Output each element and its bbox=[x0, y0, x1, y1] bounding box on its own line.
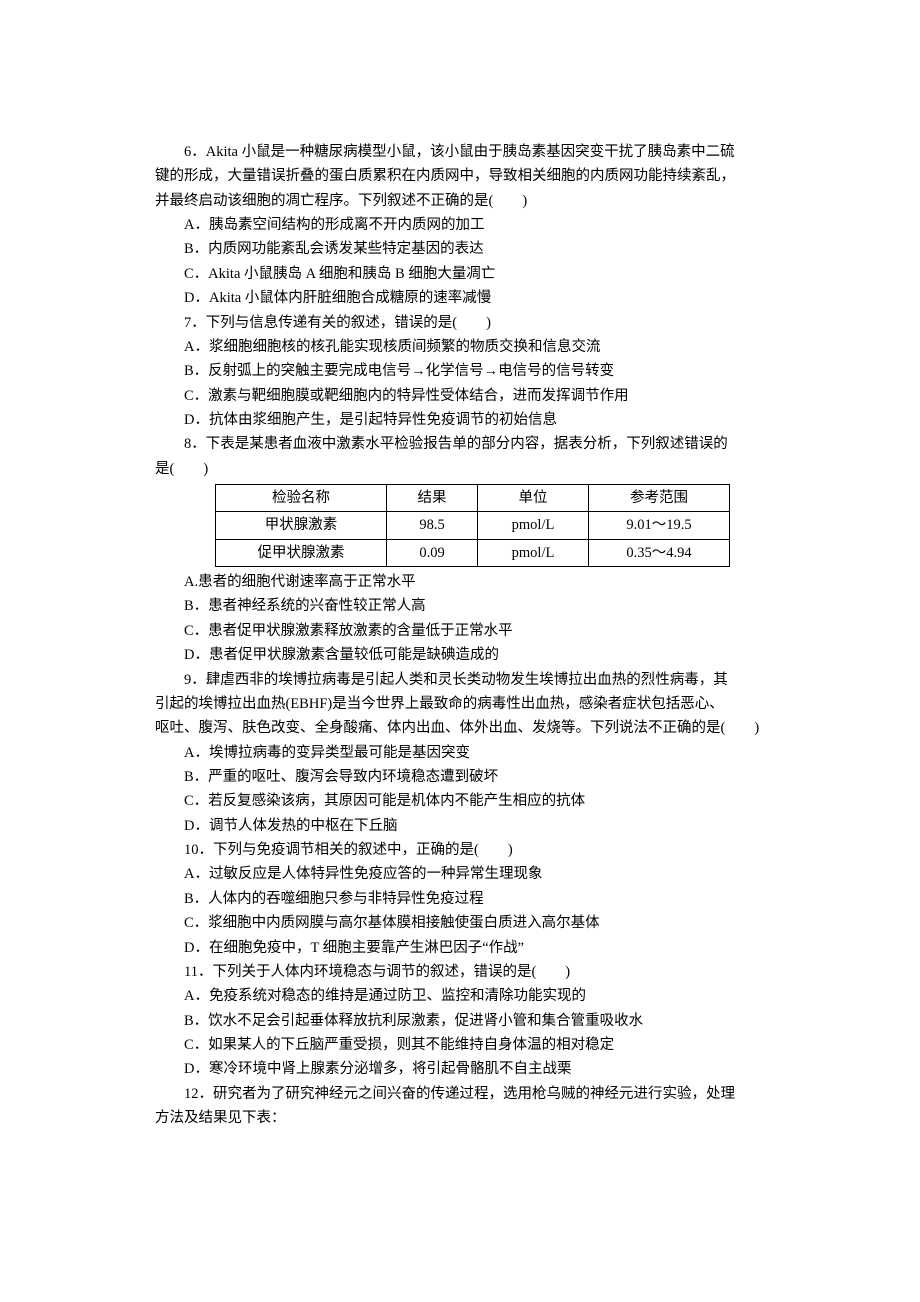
q8-stem-line1: 8．下表是某患者血液中激素水平检验报告单的部分内容，据表分析，下列叙述错误的 bbox=[155, 432, 790, 456]
q8-table-wrap: 检验名称 结果 单位 参考范围 甲状腺激素 98.5 pmol/L 9.01～1… bbox=[155, 484, 790, 567]
q6-stem-line3: 并最终启动该细胞的凋亡程序。下列叙述不正确的是( ) bbox=[155, 189, 790, 213]
q7-stem: 7．下列与信息传递有关的叙述，错误的是( ) bbox=[155, 311, 790, 335]
q8-r1c0: 促甲状腺激素 bbox=[216, 539, 387, 566]
q9-option-b: B．严重的呕吐、腹泻会导致内环境稳态遭到破坏 bbox=[155, 765, 790, 789]
q10-stem: 10．下列与免疫调节相关的叙述中，正确的是( ) bbox=[155, 838, 790, 862]
q6-stem-line1: 6．Akita 小鼠是一种糖尿病模型小鼠，该小鼠由于胰岛素基因突变干扰了胰岛素中… bbox=[155, 140, 790, 164]
q10-option-d: D．在细胞免疫中，T 细胞主要靠产生淋巴因子“作战” bbox=[155, 936, 790, 960]
q7-option-b: B．反射弧上的突触主要完成电信号→化学信号→电信号的信号转变 bbox=[155, 359, 790, 383]
q11-option-c: C．如果某人的下丘脑严重受损，则其不能维持自身体温的相对稳定 bbox=[155, 1033, 790, 1057]
q11-option-d: D．寒冷环境中肾上腺素分泌增多，将引起骨骼肌不自主战栗 bbox=[155, 1057, 790, 1081]
page: 6．Akita 小鼠是一种糖尿病模型小鼠，该小鼠由于胰岛素基因突变干扰了胰岛素中… bbox=[0, 0, 920, 1190]
q7-option-c: C．激素与靶细胞膜或靶细胞内的特异性受体结合，进而发挥调节作用 bbox=[155, 384, 790, 408]
q6-option-b: B．内质网功能紊乱会诱发某些特定基因的表达 bbox=[155, 237, 790, 261]
q11-option-a: A．免疫系统对稳态的维持是通过防卫、监控和清除功能实现的 bbox=[155, 984, 790, 1008]
table-row: 甲状腺激素 98.5 pmol/L 9.01～19.5 bbox=[216, 512, 730, 539]
q8-r0c0: 甲状腺激素 bbox=[216, 512, 387, 539]
q10-option-c: C．浆细胞中内质网膜与高尔基体膜相接触使蛋白质进入高尔基体 bbox=[155, 911, 790, 935]
q8-r1c3: 0.35～4.94 bbox=[589, 539, 730, 566]
q8-r0c3: 9.01～19.5 bbox=[589, 512, 730, 539]
q11-stem: 11．下列关于人体内环境稳态与调节的叙述，错误的是( ) bbox=[155, 960, 790, 984]
q8-option-b: B．患者神经系统的兴奋性较正常人高 bbox=[155, 594, 790, 618]
q10-option-b: B．人体内的吞噬细胞只参与非特异性免疫过程 bbox=[155, 887, 790, 911]
q9-option-d: D．调节人体发热的中枢在下丘脑 bbox=[155, 814, 790, 838]
q9-option-c: C．若反复感染该病，其原因可能是机体内不能产生相应的抗体 bbox=[155, 789, 790, 813]
q8-r0c1: 98.5 bbox=[387, 512, 478, 539]
table-row: 促甲状腺激素 0.09 pmol/L 0.35～4.94 bbox=[216, 539, 730, 566]
table-header-row: 检验名称 结果 单位 参考范围 bbox=[216, 485, 730, 512]
q9-stem-line1: 9．肆虐西非的埃博拉病毒是引起人类和灵长类动物发生埃博拉出血热的烈性病毒，其 bbox=[155, 668, 790, 692]
q8-th-result: 结果 bbox=[387, 485, 478, 512]
q8-stem-line2: 是( ) bbox=[155, 457, 790, 481]
q12-stem-line1: 12．研究者为了研究神经元之间兴奋的传递过程，选用枪乌贼的神经元进行实验，处理 bbox=[155, 1082, 790, 1106]
q8-r1c2: pmol/L bbox=[478, 539, 589, 566]
q8-option-d: D．患者促甲状腺激素含量较低可能是缺碘造成的 bbox=[155, 643, 790, 667]
q9-stem-line2: 引起的埃博拉出血热(EBHF)是当今世界上最致命的病毒性出血热，感染者症状包括恶… bbox=[155, 692, 790, 716]
q7-option-a: A．浆细胞细胞核的核孔能实现核质间频繁的物质交换和信息交流 bbox=[155, 335, 790, 359]
q6-option-d: D．Akita 小鼠体内肝脏细胞合成糖原的速率减慢 bbox=[155, 286, 790, 310]
q6-option-c: C．Akita 小鼠胰岛 A 细胞和胰岛 B 细胞大量凋亡 bbox=[155, 262, 790, 286]
q9-stem-line3: 呕吐、腹泻、肤色改变、全身酸痛、体内出血、体外出血、发烧等。下列说法不正确的是(… bbox=[155, 716, 790, 740]
q7-option-d: D．抗体由浆细胞产生，是引起特异性免疫调节的初始信息 bbox=[155, 408, 790, 432]
q8-option-c: C．患者促甲状腺激素释放激素的含量低于正常水平 bbox=[155, 619, 790, 643]
q10-option-a: A．过敏反应是人体特异性免疫应答的一种异常生理现象 bbox=[155, 862, 790, 886]
q8-option-a: A.患者的细胞代谢速率高于正常水平 bbox=[155, 570, 790, 594]
q6-stem-line2: 键的形成，大量错误折叠的蛋白质累积在内质网中，导致相关细胞的内质网功能持续紊乱， bbox=[155, 164, 790, 188]
q6-option-a: A．胰岛素空间结构的形成离不开内质网的加工 bbox=[155, 213, 790, 237]
q8-r0c2: pmol/L bbox=[478, 512, 589, 539]
q11-option-b: B．饮水不足会引起垂体释放抗利尿激素，促进肾小管和集合管重吸收水 bbox=[155, 1009, 790, 1033]
q12-stem-line2: 方法及结果见下表： bbox=[155, 1106, 790, 1130]
q8-th-name: 检验名称 bbox=[216, 485, 387, 512]
q8-table: 检验名称 结果 单位 参考范围 甲状腺激素 98.5 pmol/L 9.01～1… bbox=[215, 484, 730, 567]
q8-th-unit: 单位 bbox=[478, 485, 589, 512]
q8-r1c1: 0.09 bbox=[387, 539, 478, 566]
q8-th-ref: 参考范围 bbox=[589, 485, 730, 512]
q9-option-a: A．埃博拉病毒的变异类型最可能是基因突变 bbox=[155, 741, 790, 765]
